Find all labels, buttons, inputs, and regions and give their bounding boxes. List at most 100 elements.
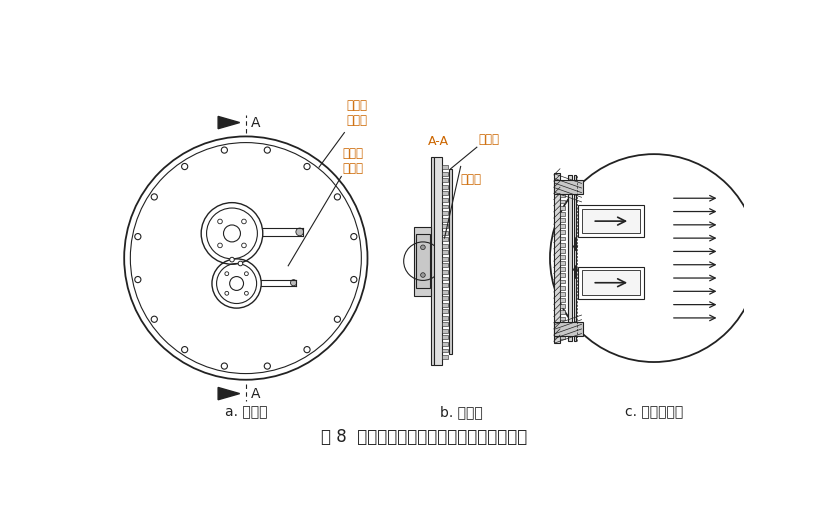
Bar <box>441 296 447 300</box>
Bar <box>578 267 643 299</box>
Text: 尾端端
面法兰: 尾端端 面法兰 <box>345 99 367 127</box>
Circle shape <box>304 164 310 170</box>
Bar <box>560 304 565 308</box>
Circle shape <box>229 258 234 262</box>
Bar <box>560 292 565 296</box>
Bar <box>560 237 565 240</box>
Bar <box>560 212 565 216</box>
Circle shape <box>181 164 187 170</box>
Bar <box>560 261 565 265</box>
Bar <box>560 267 565 271</box>
Bar <box>581 209 639 234</box>
Circle shape <box>264 363 270 369</box>
Circle shape <box>290 279 296 286</box>
Bar <box>578 205 643 237</box>
Bar <box>441 217 447 221</box>
Bar <box>441 270 447 274</box>
Bar <box>441 290 447 294</box>
Bar <box>560 255 565 259</box>
Bar <box>441 192 447 195</box>
Text: A: A <box>250 115 260 130</box>
Circle shape <box>218 219 222 224</box>
Bar <box>431 157 434 365</box>
Bar <box>560 286 565 290</box>
Bar <box>441 355 447 359</box>
Circle shape <box>244 272 248 276</box>
Text: 均气板: 均气板 <box>478 133 498 146</box>
Bar <box>581 270 639 295</box>
Bar <box>434 157 441 365</box>
Bar <box>441 276 447 280</box>
Circle shape <box>264 147 270 153</box>
Text: 通气孔: 通气孔 <box>460 173 481 185</box>
Circle shape <box>135 234 141 240</box>
Bar <box>560 273 565 277</box>
Bar <box>560 230 565 234</box>
Circle shape <box>221 363 227 369</box>
Bar <box>560 224 565 228</box>
Bar <box>560 316 565 321</box>
Bar <box>416 234 430 288</box>
Circle shape <box>181 346 187 353</box>
Bar <box>560 279 565 283</box>
Circle shape <box>241 243 246 248</box>
Circle shape <box>151 194 157 200</box>
Circle shape <box>218 243 222 248</box>
Circle shape <box>334 316 340 323</box>
Bar <box>560 310 565 314</box>
Bar <box>441 342 447 346</box>
Bar <box>414 227 431 296</box>
Bar <box>560 335 565 339</box>
Bar <box>567 175 570 341</box>
Bar <box>441 309 447 313</box>
Text: a. 正视图: a. 正视图 <box>224 405 267 419</box>
Bar <box>553 173 560 343</box>
Text: 尾端进
气管道: 尾端进 气管道 <box>343 147 363 175</box>
Bar <box>560 218 565 222</box>
Circle shape <box>238 261 243 266</box>
Polygon shape <box>218 388 239 400</box>
Text: A-A: A-A <box>427 135 448 148</box>
Bar <box>441 205 447 208</box>
Polygon shape <box>218 116 239 129</box>
Bar <box>560 200 565 203</box>
Bar <box>441 303 447 307</box>
Bar <box>560 243 565 246</box>
Bar <box>441 224 447 228</box>
Circle shape <box>135 276 141 282</box>
Bar <box>560 206 565 210</box>
Bar <box>553 180 582 194</box>
Bar <box>560 329 565 333</box>
Bar <box>441 198 447 202</box>
Bar <box>441 211 447 215</box>
Circle shape <box>304 346 310 353</box>
Bar <box>560 194 565 197</box>
Bar <box>441 231 447 235</box>
Bar <box>441 185 447 189</box>
Bar <box>573 175 575 341</box>
Circle shape <box>221 147 227 153</box>
Bar <box>441 250 447 254</box>
Bar <box>441 237 447 241</box>
Bar <box>560 187 565 191</box>
Bar <box>441 264 447 267</box>
Bar <box>441 348 447 353</box>
Bar <box>560 181 565 185</box>
Bar <box>449 169 451 354</box>
Text: c. 局部放大图: c. 局部放大图 <box>624 405 682 419</box>
Bar <box>441 316 447 320</box>
Bar <box>560 249 565 252</box>
Bar <box>441 335 447 339</box>
Text: A: A <box>250 387 260 401</box>
Bar <box>441 323 447 326</box>
Circle shape <box>296 228 303 236</box>
Bar <box>441 329 447 333</box>
Bar <box>553 322 582 336</box>
Circle shape <box>420 245 425 249</box>
Bar <box>560 323 565 327</box>
Circle shape <box>151 316 157 323</box>
Circle shape <box>350 276 357 282</box>
Circle shape <box>224 292 229 295</box>
Bar <box>441 283 447 287</box>
Bar <box>441 165 447 169</box>
